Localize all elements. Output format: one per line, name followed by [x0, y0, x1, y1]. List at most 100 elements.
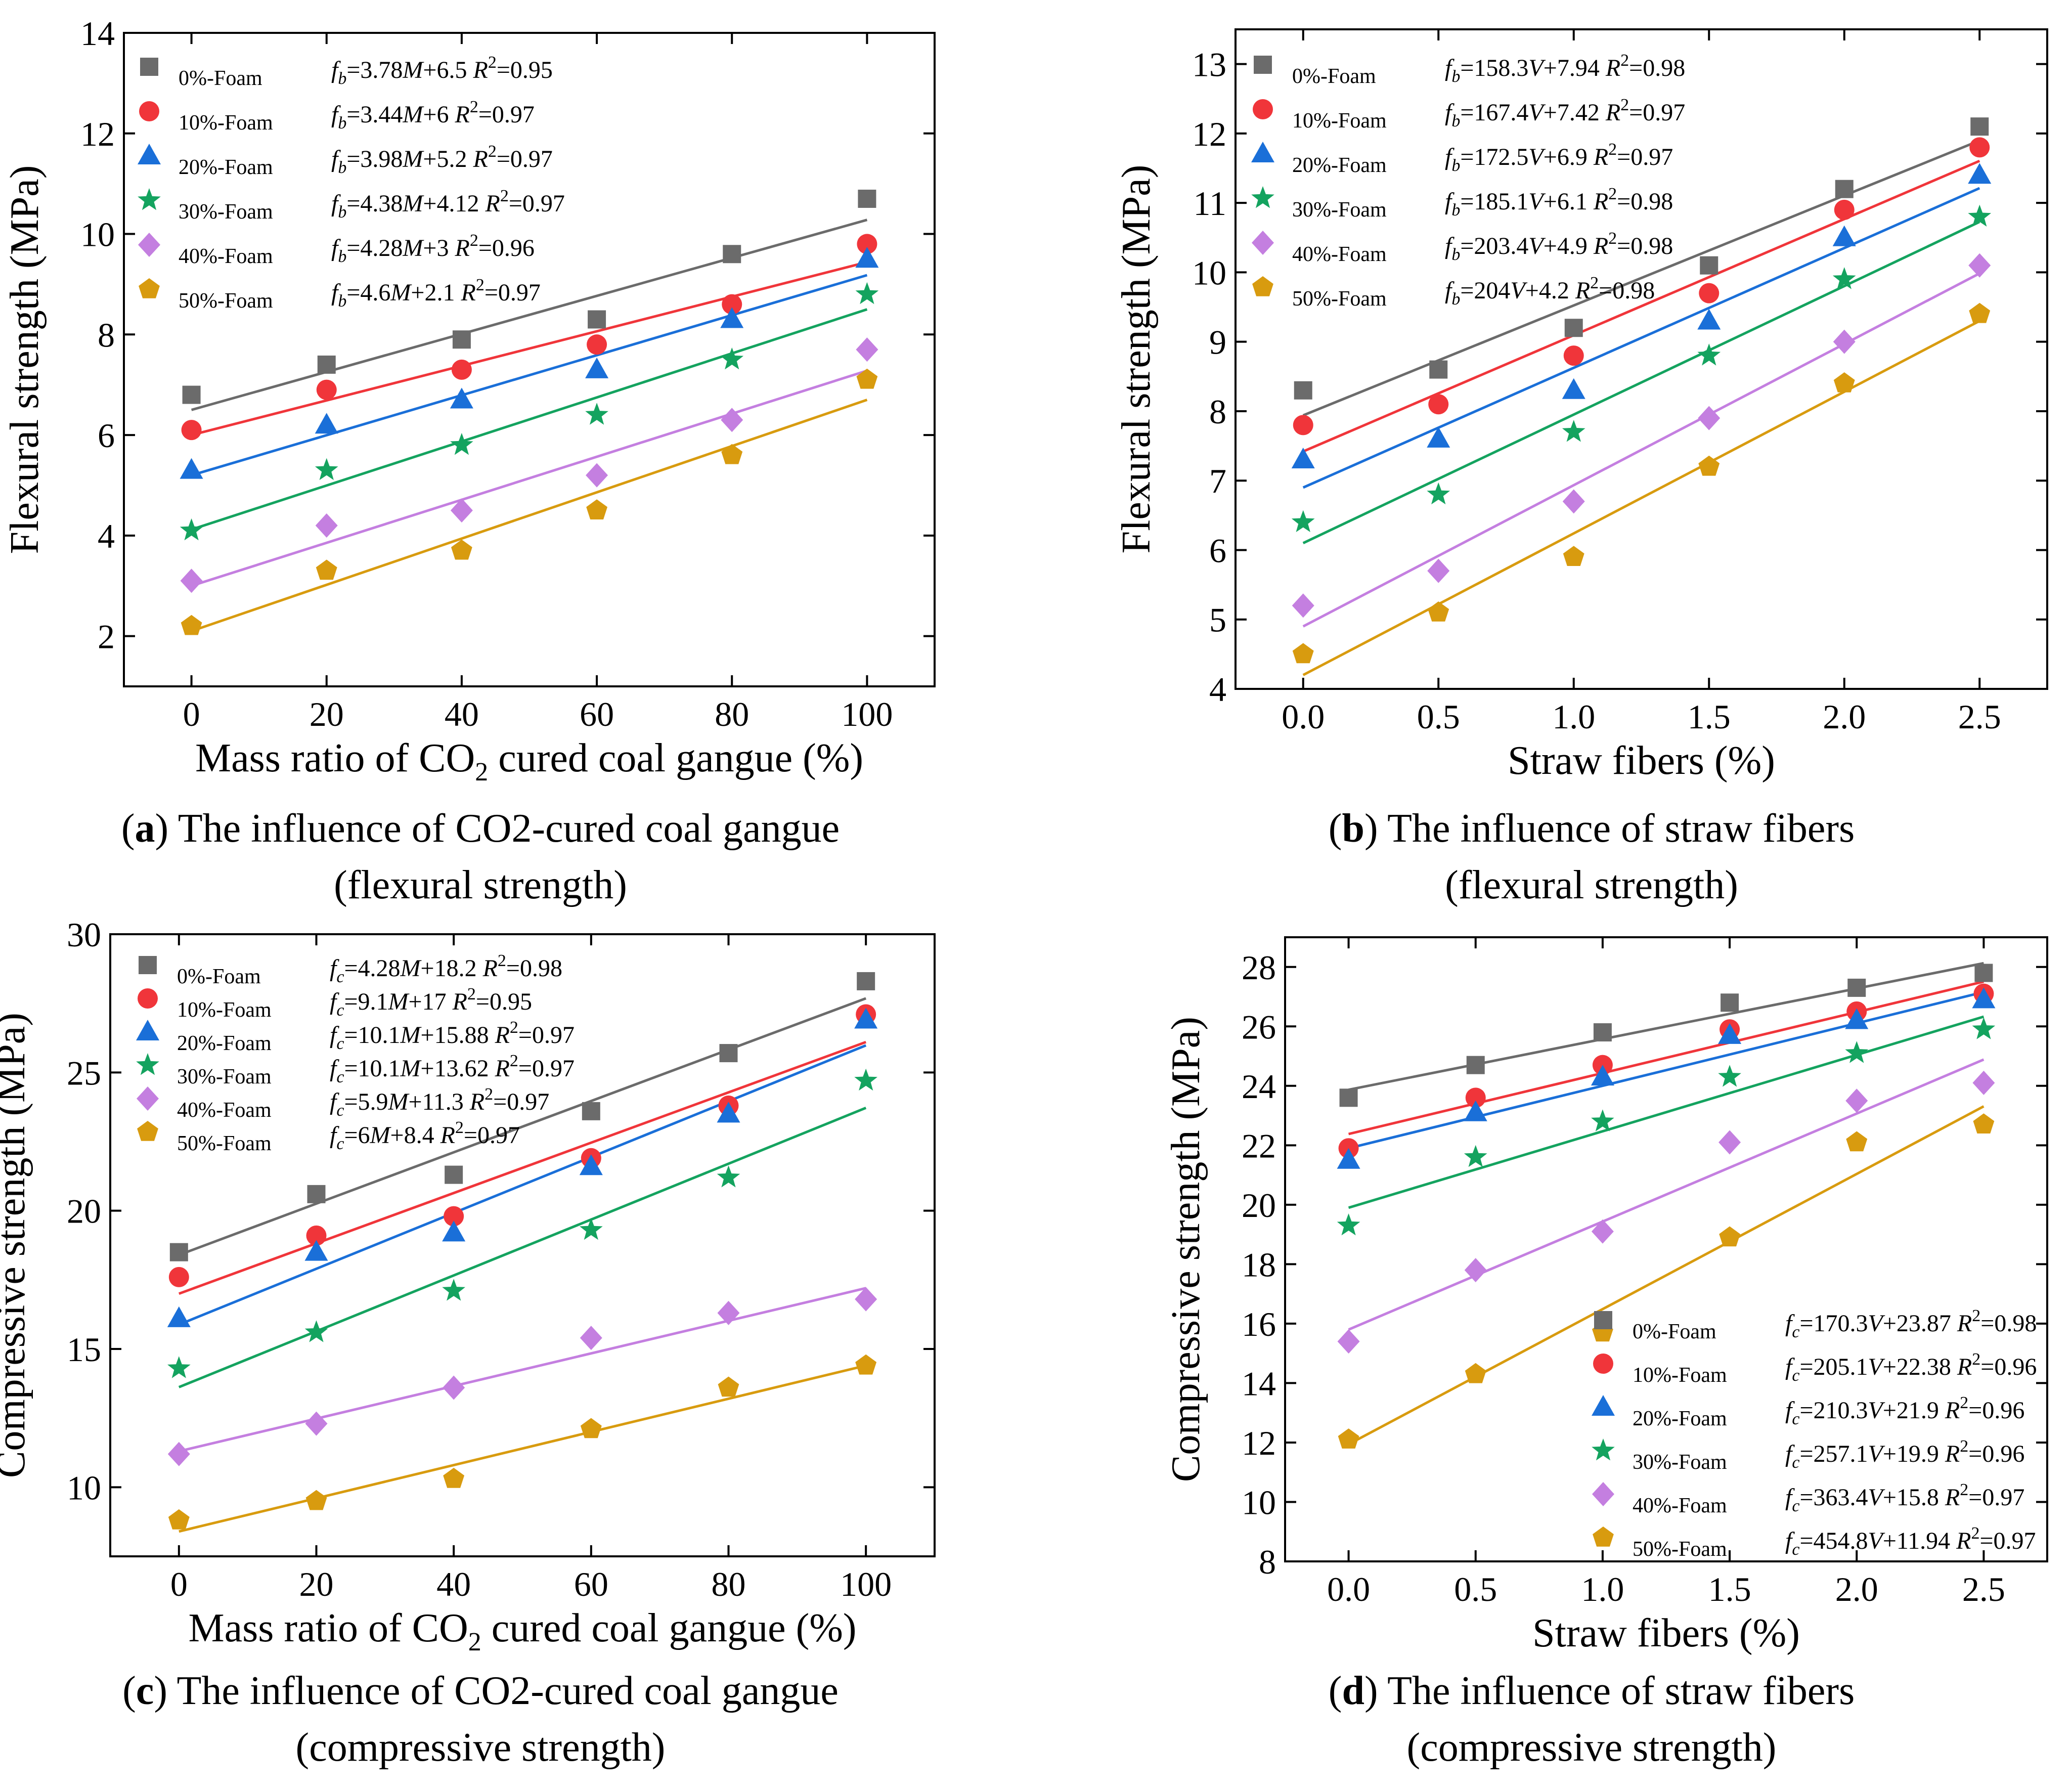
chart-b: 0.0 0.5 1.0 1.5 2.0 2.5 4 5 6 7 8 9 10 11 12 13 Straw fi…	[1114, 28, 2048, 783]
data-point	[1718, 1065, 1741, 1087]
fit-line-20%-foam	[1348, 990, 1985, 1150]
caption-a-letter: a	[135, 806, 155, 851]
y-tick-label: 14	[80, 14, 115, 53]
fit-line-20%-foam	[1302, 187, 1980, 489]
y-axis-label: Compressive strength (MPa)	[0, 1013, 33, 1478]
data-point	[1562, 489, 1585, 514]
data-point	[585, 403, 608, 425]
data-point	[1698, 455, 1720, 476]
fit-line-10%-foam	[178, 1040, 867, 1295]
plot-frame	[109, 933, 936, 1557]
y-tick-label: 10	[1192, 253, 1226, 292]
data-point	[442, 1220, 466, 1242]
data-point	[1337, 1148, 1360, 1169]
fit-line-0%-foam	[178, 997, 867, 1256]
data-point	[856, 368, 878, 389]
data-point	[579, 1154, 603, 1175]
data-point	[858, 189, 876, 208]
data-point	[1465, 1363, 1486, 1383]
data-point	[1969, 302, 1991, 323]
data-point	[580, 1326, 602, 1350]
fit-line-10%-foam	[1302, 159, 1980, 453]
data-point	[307, 1185, 326, 1203]
data-point	[582, 1102, 600, 1120]
x-tick-label: 2.0	[1823, 697, 1866, 736]
chart-d: 0.0 0.5 1.0 1.5 2.0 2.5 8 10 12 14 16 18 20 22 24 26 28 S…	[1164, 936, 2048, 1655]
data-point	[181, 615, 202, 635]
x-tick-label: 20	[310, 695, 344, 733]
data-point	[317, 355, 336, 374]
data-point	[580, 1418, 602, 1438]
data-point	[1968, 204, 1992, 227]
data-point	[180, 458, 203, 479]
legend-label: 10%-Foam	[1292, 109, 1387, 133]
y-tick-label: 16	[1242, 1305, 1276, 1343]
y-tick-label: 7	[1209, 462, 1226, 500]
data-point	[451, 359, 472, 380]
data-point	[167, 1442, 190, 1466]
data-point	[1847, 978, 1866, 997]
legend-label: 40%-Foam	[1633, 1494, 1727, 1517]
data-point	[304, 1320, 328, 1342]
legend-equation: fc=170.3V+23.87 R2=0.98	[1785, 1306, 2037, 1341]
legend-equation: fb=4.28M+3 R2=0.96	[331, 231, 535, 266]
legend-equation: fc=205.1V+22.38 R2=0.96	[1785, 1350, 2037, 1385]
y-tick-label: 10	[1242, 1483, 1276, 1521]
x-tick-label: 80	[715, 695, 749, 733]
data-point	[718, 1376, 739, 1397]
y-tick-label: 14	[1242, 1364, 1276, 1403]
y-tick-label: 6	[1209, 531, 1226, 570]
legend-label: 0%-Foam	[1292, 65, 1376, 88]
legend-marker	[1252, 231, 1274, 255]
x-tick-label: 60	[574, 1565, 608, 1603]
data-point	[167, 1356, 191, 1378]
data-point	[443, 1375, 465, 1400]
legend-marker	[1592, 1438, 1615, 1461]
data-point	[1294, 381, 1312, 400]
legend-marker	[136, 1053, 159, 1075]
legend-marker	[139, 101, 159, 121]
y-tick-label: 20	[67, 1192, 101, 1231]
data-point	[1834, 199, 1855, 220]
x-axis-label: Mass ratio of CO2 cured coal gangue (%)	[188, 1606, 856, 1656]
y-tick-label: 5	[1209, 601, 1226, 639]
data-point	[1563, 546, 1584, 566]
fit-line-30%-foam	[1302, 221, 1980, 545]
data-point	[168, 1267, 189, 1287]
data-point	[168, 1509, 190, 1530]
data-point	[855, 1354, 877, 1375]
data-point	[587, 334, 607, 355]
data-point	[1835, 180, 1854, 198]
data-point	[304, 1240, 328, 1261]
legend-label: 40%-Foam	[1292, 243, 1387, 266]
legend-label: 50%-Foam	[179, 289, 273, 313]
y-tick-label: 30	[67, 915, 101, 954]
legend-equation: fb=3.78M+6.5 R2=0.95	[331, 53, 553, 88]
caption-c-line1: The influence of CO2-cured coal gangue	[177, 1669, 839, 1713]
fit-line-40%-foam	[1302, 272, 1980, 628]
legend-equation: fc=257.1V+19.9 R2=0.96	[1785, 1437, 2024, 1472]
legend-label: 10%-Foam	[1633, 1364, 1727, 1387]
x-tick-label: 60	[580, 695, 614, 733]
fit-line-10%-foam	[191, 260, 868, 437]
caption-d-line1: The influence of straw fibers	[1387, 1669, 1855, 1713]
plot-frame	[123, 32, 936, 687]
data-point	[1465, 1087, 1486, 1108]
data-point	[1972, 1070, 1995, 1095]
data-point	[723, 245, 741, 264]
fit-line-40%-foam	[1348, 1058, 1985, 1331]
caption-b-line1: The influence of straw fibers	[1387, 806, 1855, 851]
legend-marker	[136, 1020, 159, 1040]
y-tick-label: 4	[1209, 670, 1226, 709]
legend-label: 40%-Foam	[179, 245, 273, 268]
legend-marker	[1251, 142, 1274, 162]
data-point	[717, 1165, 740, 1188]
y-tick-label: 15	[67, 1330, 101, 1369]
legend-equation: fc=4.28M+18.2 R2=0.98	[330, 951, 562, 986]
data-point	[1697, 343, 1721, 366]
x-tick-label: 0.0	[1282, 697, 1325, 736]
data-point	[315, 458, 338, 481]
legend-label: 10%-Foam	[179, 111, 273, 135]
fit-line-0%-foam	[1302, 139, 1980, 417]
fit-line-30%-foam	[178, 1106, 867, 1388]
